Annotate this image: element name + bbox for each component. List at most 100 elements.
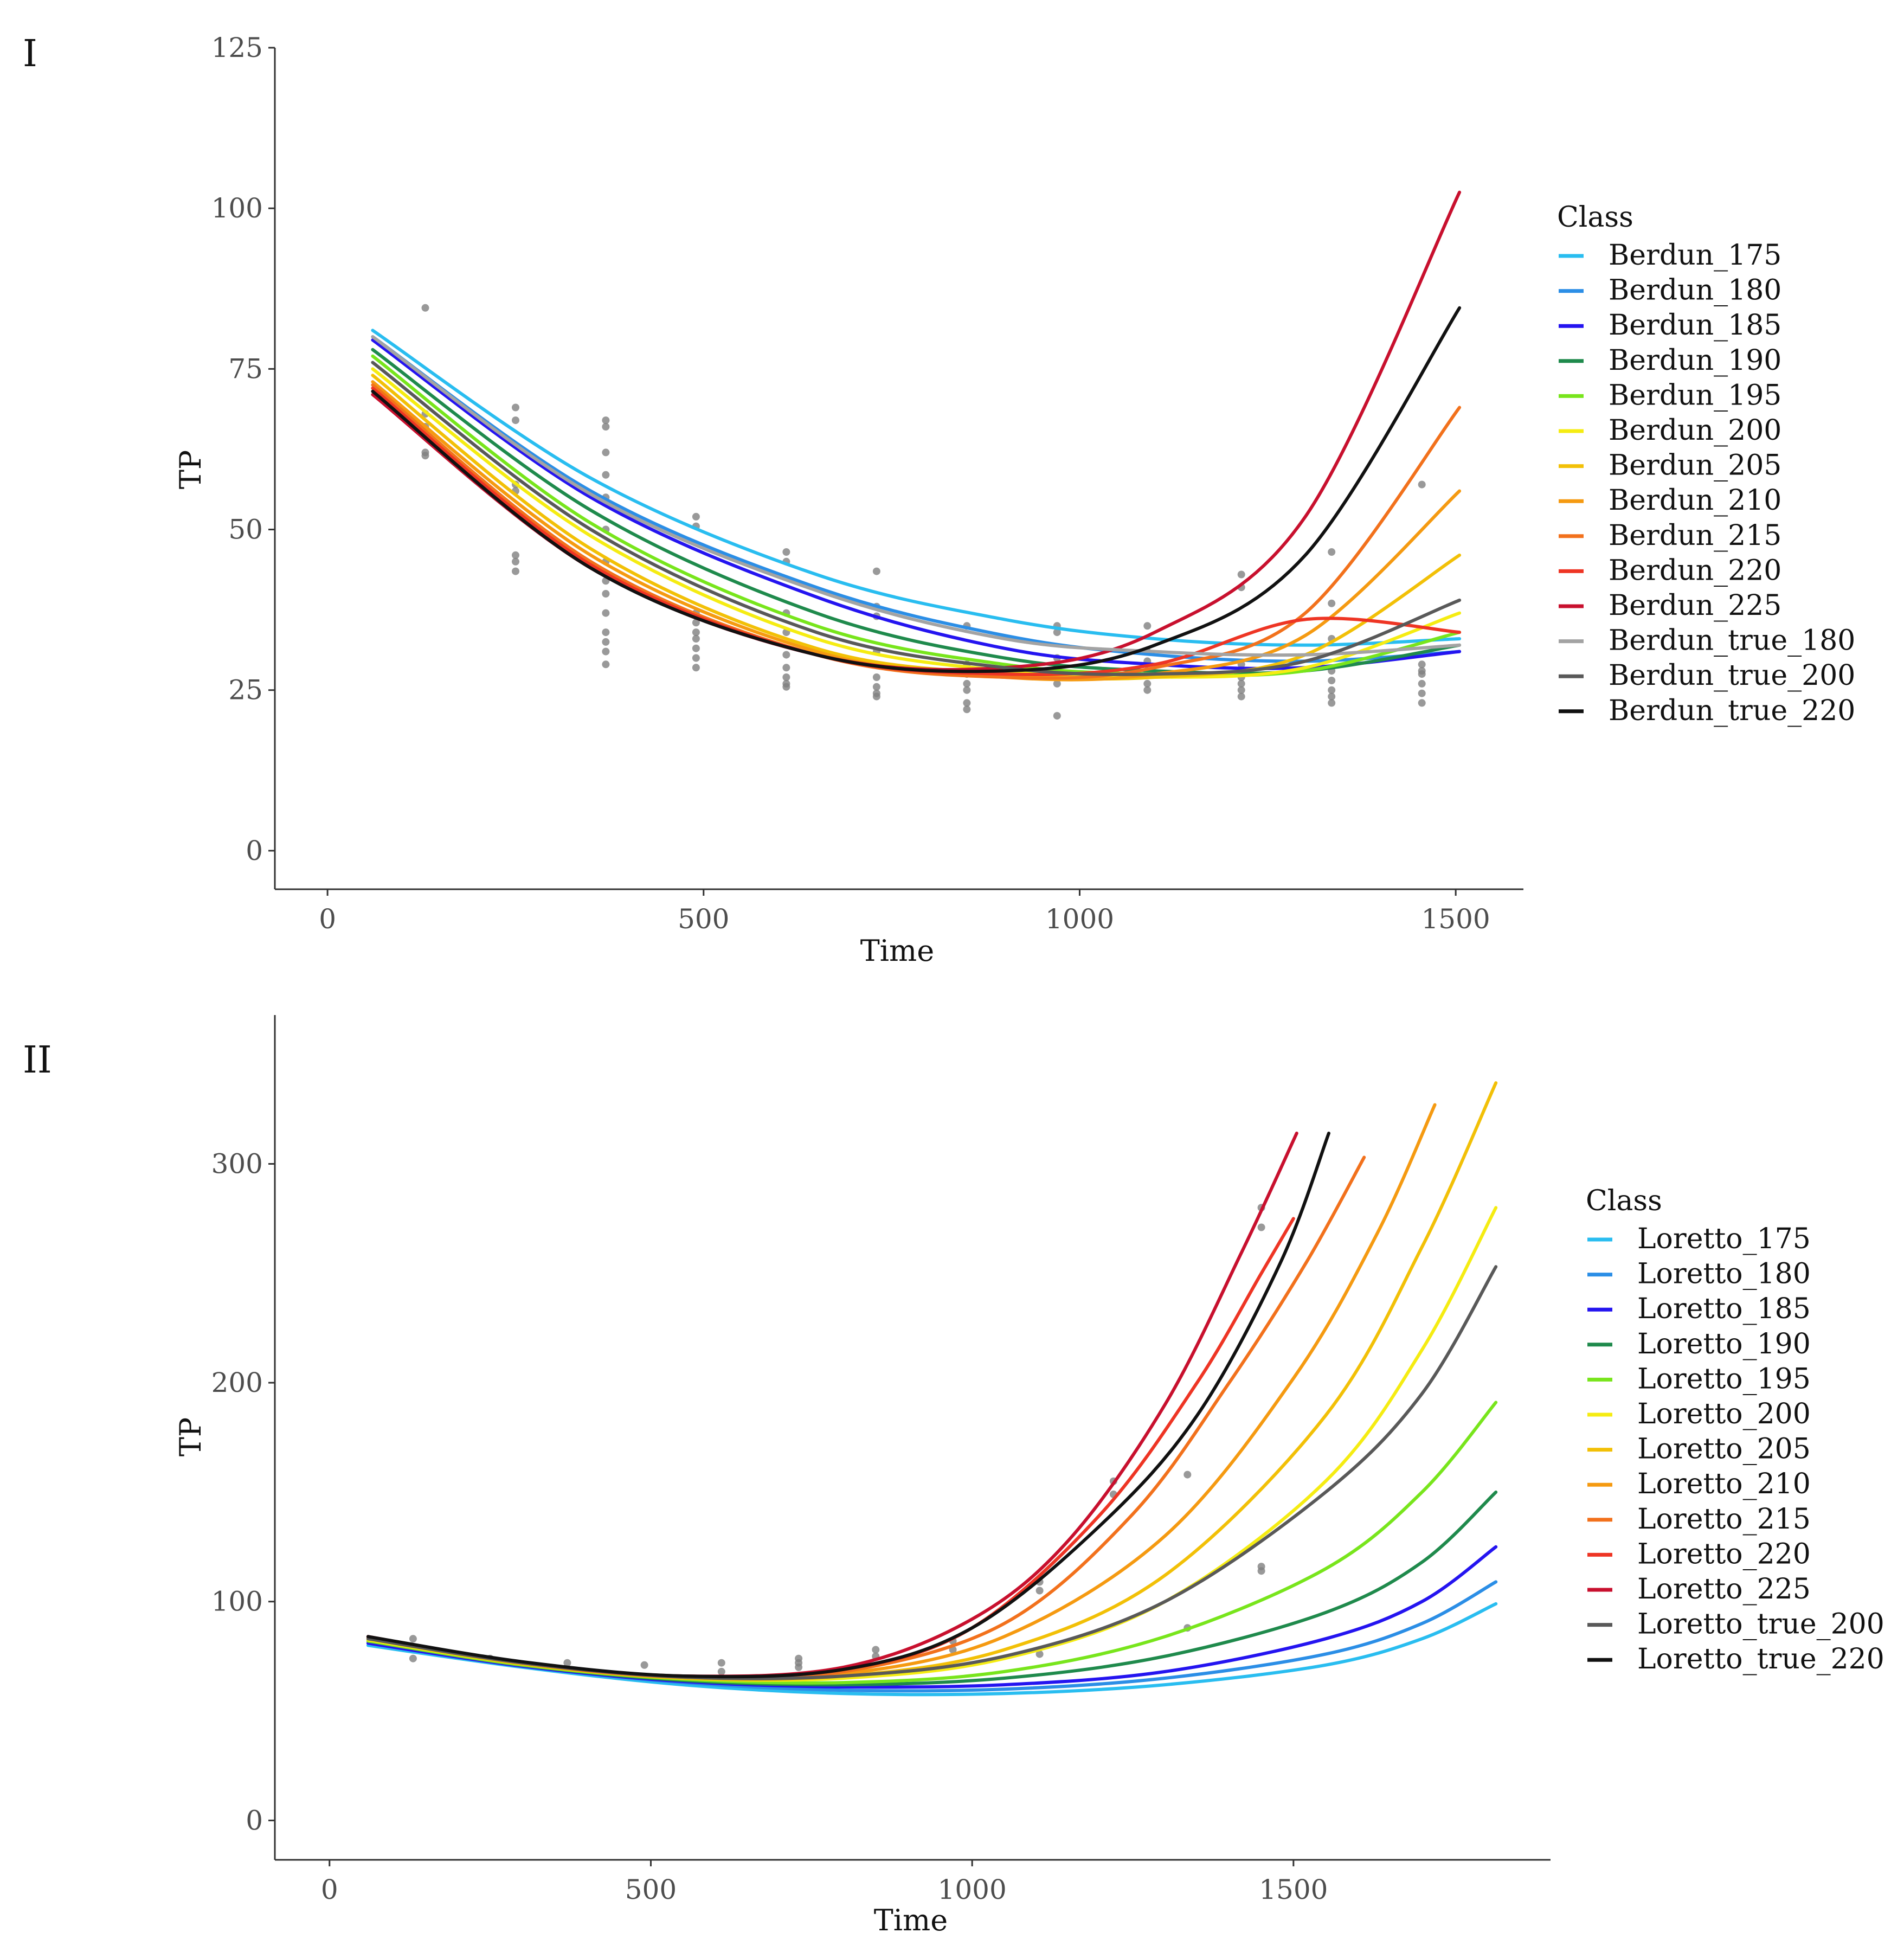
x-tick-label: 500 <box>678 903 729 935</box>
observation-point <box>1418 689 1426 697</box>
y-axis-ticks: 0 25 50 75 100 125 <box>211 32 275 866</box>
observation-point <box>1035 1650 1044 1658</box>
legend-item: Berdun_185 <box>1559 309 1781 342</box>
observation-point <box>1328 677 1336 684</box>
y-tick-label: 200 <box>211 1367 263 1398</box>
observation-point <box>602 638 610 646</box>
observation-point <box>602 609 610 617</box>
legend-label: Loretto_215 <box>1637 1503 1811 1536</box>
y-tick-label: 0 <box>246 835 263 866</box>
x-tick-label: 1000 <box>938 1874 1007 1905</box>
legend-label: Loretto_210 <box>1637 1468 1811 1500</box>
legend-label: Berdun_true_180 <box>1609 625 1855 657</box>
series-line-berdun-215 <box>371 383 1462 680</box>
series-line-berdun-180 <box>371 335 1462 663</box>
x-axis-ticks: 0 500 1000 1500 <box>319 889 1490 935</box>
legend-item: Berdun_215 <box>1559 519 1781 552</box>
series-line-loretto-true-220 <box>366 1132 1330 1679</box>
observation-point <box>1053 712 1061 720</box>
observation-point <box>1418 679 1426 688</box>
observation-point <box>1328 692 1336 701</box>
observation-point <box>872 1646 880 1654</box>
observation-point <box>692 628 700 637</box>
observation-point <box>602 416 610 425</box>
observation-point <box>602 647 610 656</box>
legend-title: Class <box>1557 201 1633 234</box>
observation-point <box>512 557 519 566</box>
panel-i: I 0 25 50 75 100 125 0 500 1000 1500 Time TP Cla… <box>23 32 1855 968</box>
observation-point <box>1143 622 1152 630</box>
observation-point <box>409 1654 417 1662</box>
plot-area: 0 25 50 75 100 125 0 500 1000 1500 <box>211 32 1523 935</box>
panel-ii: II 0 100 200 300 0 500 1000 1500 Time TP Class… <box>23 1015 1884 1937</box>
legend-label: Berdun_175 <box>1609 239 1781 272</box>
observation-point <box>602 660 610 669</box>
legend-label: Berdun_true_200 <box>1609 659 1855 692</box>
legend-label: Loretto_true_220 <box>1637 1643 1884 1675</box>
y-tick-label: 100 <box>211 1586 263 1617</box>
legend: Class Loretto_175Loretto_180Loretto_185L… <box>1586 1185 1884 1675</box>
observation-point <box>1143 679 1152 688</box>
observation-point <box>782 664 790 672</box>
series-line-berdun-true-220 <box>371 306 1462 673</box>
y-axis-title: TP <box>173 1417 208 1456</box>
observation-point <box>782 651 790 659</box>
panel-label: II <box>23 1039 52 1082</box>
legend-label: Berdun_true_220 <box>1609 695 1855 727</box>
x-tick-label: 1500 <box>1421 903 1490 935</box>
observation-point <box>1328 548 1336 556</box>
observation-point <box>1237 692 1245 701</box>
legend-item: Berdun_190 <box>1559 344 1781 377</box>
legend-item: Berdun_225 <box>1559 589 1781 622</box>
series-line-berdun-185 <box>371 338 1462 670</box>
observation-point <box>1418 699 1426 707</box>
legend-item: Loretto_175 <box>1587 1223 1811 1255</box>
observation-point <box>602 628 610 637</box>
legend-label: Berdun_215 <box>1609 519 1781 552</box>
observation-point <box>602 423 610 431</box>
legend-item: Berdun_205 <box>1559 450 1781 482</box>
observation-point <box>1237 686 1245 694</box>
legend-label: Loretto_205 <box>1637 1433 1811 1466</box>
observation-point <box>1257 1223 1265 1231</box>
legend-label: Berdun_220 <box>1609 554 1781 587</box>
x-tick-label: 1500 <box>1259 1874 1328 1905</box>
legend-label: Loretto_195 <box>1637 1363 1811 1395</box>
legend-label: Loretto_190 <box>1637 1328 1811 1360</box>
observation-point <box>1053 679 1061 688</box>
series-lines <box>371 190 1462 682</box>
legend-label: Loretto_175 <box>1637 1223 1811 1255</box>
x-tick-label: 0 <box>321 1874 338 1905</box>
y-tick-label: 75 <box>228 353 263 384</box>
observation-point <box>963 686 971 694</box>
observation-point <box>872 673 880 681</box>
observation-point <box>1237 679 1245 688</box>
observation-point <box>963 705 971 714</box>
legend-label: Loretto_true_200 <box>1637 1608 1884 1641</box>
observation-point <box>692 644 700 652</box>
observation-point <box>512 567 519 575</box>
legend-item: Loretto_220 <box>1587 1538 1811 1570</box>
observation-point <box>1257 1567 1265 1575</box>
observation-point <box>563 1659 571 1667</box>
observation-point <box>692 664 700 672</box>
y-tick-label: 25 <box>228 675 263 706</box>
legend-item: Loretto_180 <box>1587 1258 1811 1290</box>
legend-item: Berdun_true_180 <box>1559 625 1855 657</box>
observation-point <box>692 619 700 627</box>
legend-item: Loretto_true_200 <box>1587 1608 1884 1641</box>
legend-item: Berdun_200 <box>1559 414 1781 447</box>
observation-point <box>782 683 790 691</box>
legend-title: Class <box>1586 1185 1662 1217</box>
x-axis-title: Time <box>860 934 934 968</box>
legend-label: Berdun_190 <box>1609 344 1781 377</box>
observation-point <box>872 692 880 701</box>
observation-point <box>963 679 971 688</box>
observation-point <box>717 1667 725 1675</box>
observation-point <box>512 551 519 559</box>
legend-item: Berdun_true_200 <box>1559 659 1855 692</box>
legend-item: Berdun_175 <box>1559 239 1781 272</box>
legend-item: Berdun_180 <box>1559 274 1781 307</box>
